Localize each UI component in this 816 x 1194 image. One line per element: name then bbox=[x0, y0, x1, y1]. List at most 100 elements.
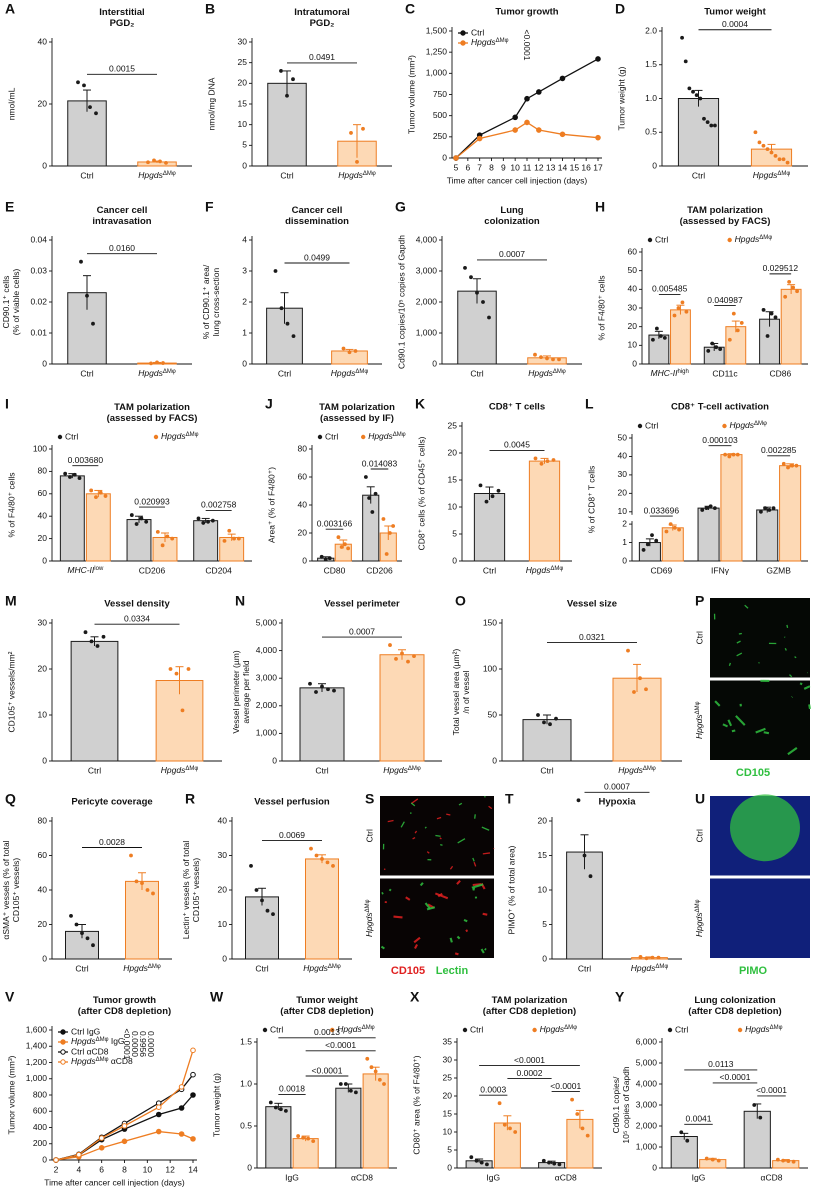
data-point bbox=[783, 294, 788, 299]
data-point bbox=[80, 931, 84, 936]
text-part: TAM polarization bbox=[319, 402, 395, 413]
data-point bbox=[508, 1126, 512, 1131]
data-point bbox=[311, 1139, 316, 1144]
data-point bbox=[794, 463, 799, 468]
legend-marker bbox=[60, 1029, 66, 1035]
data-point bbox=[687, 86, 692, 91]
x-tick-label: IgG bbox=[692, 1172, 706, 1182]
y-tick-label: 10 bbox=[238, 119, 248, 129]
data-point bbox=[190, 1047, 196, 1054]
data-point bbox=[155, 1104, 162, 1110]
data-point bbox=[542, 720, 546, 725]
data-point bbox=[353, 1090, 358, 1095]
data-point bbox=[155, 1111, 162, 1118]
text-part: (after CD8 depletion) bbox=[280, 1005, 373, 1016]
text-part: Hpgds bbox=[331, 368, 356, 378]
text-part: Hpgds bbox=[123, 963, 148, 973]
p-value: 0.033696 bbox=[644, 505, 680, 515]
stain bbox=[410, 802, 416, 807]
y-tick-label: 20 bbox=[443, 1090, 453, 1100]
data-point bbox=[88, 105, 92, 109]
legend-label: HpgdsΔMφ IgG bbox=[71, 1036, 125, 1046]
bar bbox=[566, 851, 603, 960]
text-part: ΔMφ bbox=[553, 369, 566, 375]
data-point bbox=[767, 508, 772, 512]
data-point bbox=[700, 508, 705, 512]
text-part: Hpgds bbox=[303, 963, 328, 973]
data-point bbox=[158, 159, 162, 164]
stain bbox=[474, 814, 476, 819]
p-value: <0.0001 bbox=[550, 1081, 581, 1091]
y-tick-label: 0.5 bbox=[645, 127, 657, 137]
x-tick-label: 15 bbox=[570, 162, 580, 172]
data-point bbox=[285, 321, 290, 326]
data-point bbox=[714, 345, 719, 350]
panel-letter: Y bbox=[615, 989, 625, 1005]
data-point bbox=[771, 506, 776, 511]
data-point bbox=[557, 1162, 562, 1167]
data-point bbox=[265, 908, 270, 913]
text-part: Hpgds bbox=[528, 368, 553, 378]
text-part: (after CD8 depletion) bbox=[688, 1005, 781, 1016]
y-tick-label: 20 bbox=[448, 447, 458, 457]
bar bbox=[743, 1110, 771, 1169]
data-point bbox=[694, 93, 699, 98]
data-point bbox=[557, 357, 561, 362]
y-tick-label: 20 bbox=[538, 815, 548, 825]
legend-marker bbox=[462, 1027, 468, 1033]
data-point bbox=[342, 542, 347, 547]
x-tick-label: Ctrl bbox=[280, 170, 293, 180]
y-tick-label: 25 bbox=[238, 57, 248, 67]
data-point bbox=[338, 1082, 343, 1086]
p-value: 0.002285 bbox=[761, 445, 797, 455]
data-point bbox=[320, 684, 324, 689]
stain bbox=[463, 918, 468, 923]
data-point bbox=[391, 524, 396, 528]
y-axis-label: Total vessel area (µm²)/n of vessel bbox=[451, 649, 471, 736]
data-point bbox=[761, 143, 766, 148]
data-point bbox=[545, 459, 550, 463]
p-value: 0.0491 bbox=[309, 52, 335, 62]
data-point bbox=[786, 465, 790, 470]
y-tick-label: 0 bbox=[242, 160, 247, 170]
bar bbox=[677, 98, 720, 167]
panel-letter: D bbox=[615, 1, 625, 17]
data-point bbox=[85, 293, 89, 298]
text-part: Intratumoral bbox=[294, 7, 349, 18]
y-tick-label: 10 bbox=[38, 709, 48, 719]
legend-marker bbox=[737, 1027, 743, 1033]
data-point bbox=[74, 922, 79, 927]
panel-letter: W bbox=[210, 989, 224, 1005]
data-point bbox=[382, 1082, 386, 1086]
stain bbox=[381, 891, 384, 895]
y-tick-label: 80 bbox=[38, 815, 48, 825]
y-tick-label: 10 bbox=[628, 340, 638, 350]
y-tick-label: 100 bbox=[33, 443, 47, 453]
bar bbox=[70, 640, 119, 762]
y-tick-label: 0 bbox=[652, 1162, 657, 1172]
y-axis-label: nmol/mL bbox=[6, 87, 16, 120]
y-tick-label: 40 bbox=[618, 451, 628, 461]
image-label: Ctrl bbox=[364, 829, 374, 842]
x-tick-label: Ctrl bbox=[483, 565, 496, 575]
data-point bbox=[576, 798, 581, 803]
data-point bbox=[547, 1160, 551, 1165]
stain bbox=[410, 798, 419, 805]
bar bbox=[292, 1138, 319, 1169]
p-value: 0.0113 bbox=[708, 1059, 734, 1069]
data-point bbox=[739, 321, 744, 325]
y-tick-label: 30 bbox=[38, 617, 48, 627]
stain bbox=[727, 719, 733, 727]
y-tick-label: 1,200 bbox=[26, 1057, 48, 1067]
text-part: (assessed by IF) bbox=[320, 412, 394, 423]
p-value: 0.0007 bbox=[349, 626, 375, 636]
stain bbox=[744, 604, 749, 609]
x-tick-label: Ctrl bbox=[692, 170, 705, 180]
data-point bbox=[757, 140, 762, 145]
y-tick-label: 0.5 bbox=[240, 1120, 252, 1130]
y-tick-label: 20 bbox=[618, 488, 628, 498]
text-part: Hpgds bbox=[138, 368, 163, 378]
y-tick-label: 0 bbox=[42, 953, 47, 963]
panel-letter: O bbox=[455, 593, 466, 609]
